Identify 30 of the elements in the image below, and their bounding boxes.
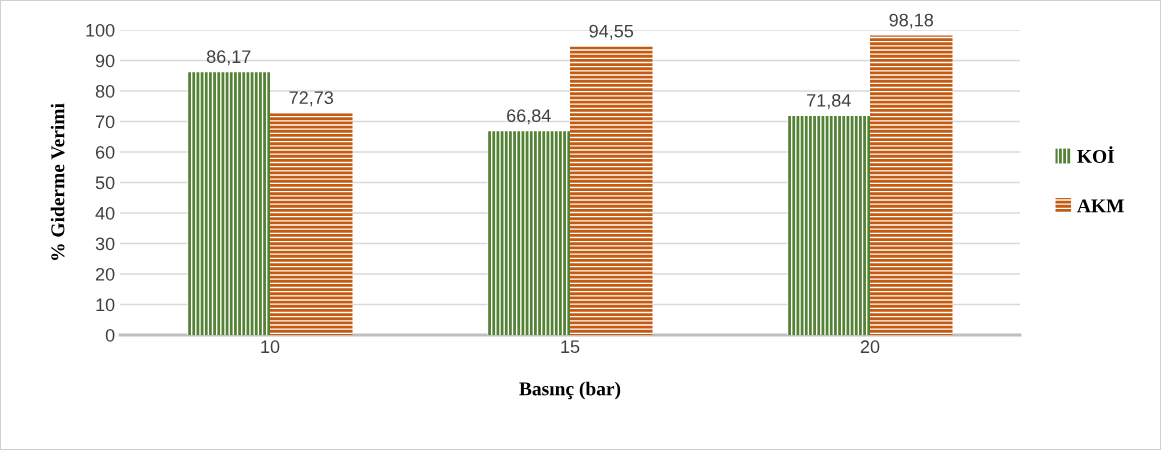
y-tick-label: 50 bbox=[95, 176, 115, 190]
data-label: 94,55 bbox=[589, 24, 634, 40]
y-tick-label: 20 bbox=[95, 267, 115, 281]
x-tick-label: 20 bbox=[860, 340, 880, 354]
legend-label: AKM bbox=[1077, 199, 1124, 213]
y-tick-label: 80 bbox=[95, 84, 115, 98]
data-label: 86,17 bbox=[206, 50, 251, 66]
legend-label: KOİ bbox=[1077, 146, 1115, 163]
bar bbox=[870, 35, 953, 335]
y-tick-label: 70 bbox=[95, 115, 115, 129]
x-tick-label: 10 bbox=[261, 340, 280, 354]
y-tick-label: 60 bbox=[95, 145, 115, 159]
bar bbox=[787, 115, 870, 335]
y-tick-label: 40 bbox=[95, 206, 115, 220]
data-label: 71,84 bbox=[807, 93, 851, 109]
y-axis-title: % Giderme Verimi bbox=[50, 103, 65, 260]
bar bbox=[487, 131, 570, 335]
data-label: 66,84 bbox=[507, 109, 551, 125]
data-label: 72,73 bbox=[289, 91, 334, 107]
y-tick-label: 90 bbox=[95, 54, 115, 68]
x-tick-label: 15 bbox=[561, 340, 580, 354]
bar bbox=[570, 46, 653, 335]
y-tick-label: 30 bbox=[95, 237, 115, 251]
y-tick-label: 0 bbox=[105, 328, 115, 342]
data-label: 98,18 bbox=[889, 13, 934, 29]
bar bbox=[187, 72, 270, 335]
y-tick-label: 10 bbox=[96, 298, 115, 312]
y-tick-label: 100 bbox=[86, 23, 115, 37]
x-axis-title: Basınç (bar) bbox=[519, 381, 621, 400]
bar bbox=[270, 113, 353, 335]
